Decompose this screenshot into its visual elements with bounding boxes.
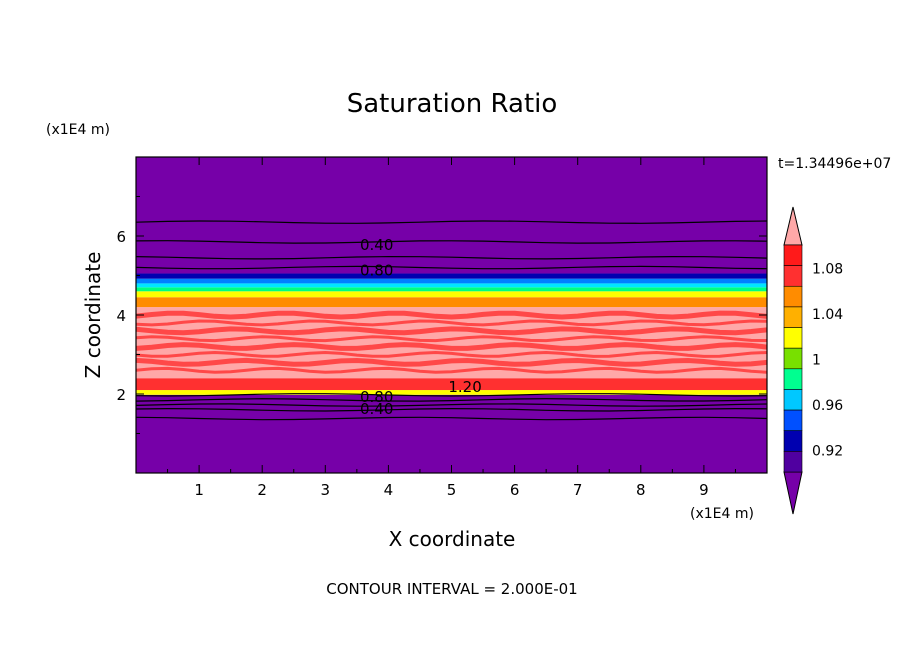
- colorbar-box-9: [783, 430, 803, 452]
- colorbar-label-1: 1: [812, 353, 821, 369]
- y-unit-label: (x1E4 m): [46, 122, 110, 138]
- contour-labels: 0.400.801.200.800.40: [360, 236, 482, 418]
- layer-2: [136, 378, 767, 391]
- y-tick-label-6: 6: [116, 228, 126, 246]
- x-tick-label-1: 1: [194, 481, 204, 499]
- x-tick-label-8: 8: [636, 481, 646, 499]
- contour-line-2: [136, 255, 767, 260]
- colorbar-box-6: [783, 368, 803, 390]
- streak-2: [136, 350, 767, 358]
- x-tick-label-7: 7: [573, 481, 583, 499]
- contour-label-3: 0.80: [360, 388, 393, 406]
- layer-1: [136, 390, 767, 395]
- contour-interval-footer: CONTOUR INTERVAL = 2.000E-01: [326, 580, 577, 598]
- x-unit-label: (x1E4 m): [690, 506, 754, 522]
- layer-6: [136, 287, 767, 292]
- colorbar-box-7: [783, 389, 803, 411]
- streak-0: [136, 366, 767, 374]
- colorbar-label-1.08: 1.08: [812, 262, 843, 278]
- colorbar-box-4: [783, 327, 803, 349]
- layer-9: [136, 273, 767, 279]
- contour-line-5: [136, 398, 767, 402]
- contour-label-2: 1.20: [448, 378, 481, 396]
- x-tick-label-3: 3: [321, 481, 331, 499]
- x-tick-label-5: 5: [447, 481, 457, 499]
- y-axis: 2 4 6: [116, 196, 767, 434]
- streak-4: [136, 335, 767, 343]
- contour-line-6: [136, 403, 767, 407]
- contour-line-3: [136, 265, 767, 270]
- contour-line-0: [136, 220, 767, 224]
- layer-5: [136, 291, 767, 298]
- colorbar-label-1.04: 1.04: [812, 307, 843, 323]
- colorbar: 1.08 1.04 1 0.96 0.92: [783, 206, 843, 515]
- colorbar-label-0.96: 0.96: [812, 398, 843, 414]
- contour-line-7: [136, 407, 767, 412]
- x-axis-label: X coordinate: [389, 527, 516, 551]
- time-label: t=1.34496e+07: [778, 156, 891, 172]
- colorbar-box-2: [783, 285, 803, 308]
- streak-7: [136, 310, 767, 320]
- x-axis: 1 2 3 4 5 6 7 8 9: [167, 157, 736, 499]
- colorbar-box-3: [783, 306, 803, 328]
- streak-6: [136, 319, 767, 327]
- contour-label-1: 0.80: [360, 262, 393, 280]
- colorbar-box-10: [783, 451, 803, 473]
- colorbar-arrow-bottom: [783, 471, 803, 515]
- x-tick-label-9: 9: [699, 481, 709, 499]
- x-tick-label-2: 2: [257, 481, 267, 499]
- colorbar-box-5: [783, 347, 803, 370]
- streak-1: [136, 357, 767, 367]
- plot-area: [136, 157, 767, 473]
- layer-7: [136, 283, 767, 288]
- contour-label-4: 0.40: [360, 400, 393, 418]
- streak-3: [136, 342, 767, 351]
- layer-4: [136, 297, 767, 308]
- y-axis-label: Z coordinate: [81, 252, 105, 379]
- x-tick-label-4: 4: [384, 481, 394, 499]
- layer-8: [136, 278, 767, 284]
- x-tick-label-6: 6: [510, 481, 520, 499]
- colorbar-box-1: [783, 265, 803, 287]
- streak-5: [136, 326, 767, 336]
- y-tick-label-2: 2: [116, 386, 126, 404]
- contour-lines: [136, 220, 767, 421]
- layer-10: [136, 157, 767, 274]
- contour-line-4: [136, 393, 767, 397]
- contour-label-0: 0.40: [360, 236, 393, 254]
- colorbar-label-0.92: 0.92: [812, 443, 843, 459]
- colorbar-arrow-top: [783, 206, 803, 246]
- contour-line-8: [136, 416, 767, 421]
- chart-title: Saturation Ratio: [347, 89, 558, 119]
- y-tick-label-4: 4: [116, 307, 126, 325]
- layer-0: [136, 394, 767, 473]
- colorbar-box-0: [783, 244, 803, 266]
- contour-line-1: [136, 240, 767, 244]
- colorbar-box-8: [783, 409, 803, 432]
